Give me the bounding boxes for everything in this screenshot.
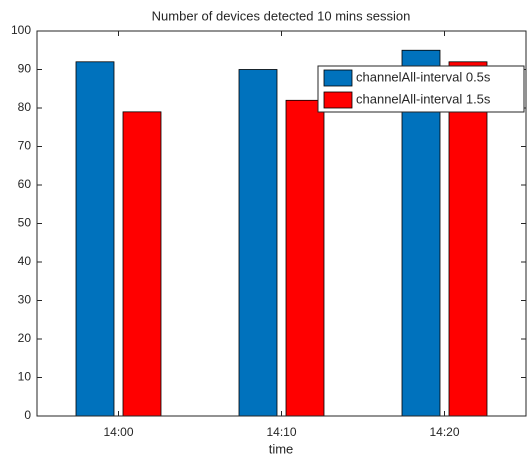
x-tick-label: 14:10 bbox=[266, 425, 296, 439]
legend-swatch bbox=[323, 69, 353, 87]
x-tick-label: 14:20 bbox=[429, 425, 459, 439]
y-tick-label: 100 bbox=[11, 23, 31, 37]
legend: channelAll-interval 0.5s channelAll-inter… bbox=[317, 65, 525, 113]
y-tick-label: 60 bbox=[18, 177, 32, 191]
y-tick-label: 30 bbox=[18, 293, 32, 307]
y-tick-label: 50 bbox=[18, 216, 32, 230]
x-axis-label: time bbox=[269, 441, 294, 456]
y-tick-label: 20 bbox=[18, 331, 32, 345]
chart-title: Number of devices detected 10 mins sessi… bbox=[152, 8, 411, 23]
bar bbox=[448, 61, 488, 417]
y-tick-label: 0 bbox=[24, 408, 31, 422]
y-tick-label: 80 bbox=[18, 100, 32, 114]
y-tick-label: 40 bbox=[18, 254, 32, 268]
legend-swatch bbox=[323, 91, 353, 109]
bar bbox=[75, 61, 115, 417]
bar bbox=[285, 99, 325, 417]
legend-label: channelAll-interval 0.5s bbox=[356, 69, 491, 84]
bar bbox=[238, 69, 278, 417]
x-tick-label: 14:00 bbox=[103, 425, 133, 439]
y-tick-label: 70 bbox=[18, 139, 32, 153]
y-tick-label: 90 bbox=[18, 62, 32, 76]
bar bbox=[122, 111, 162, 417]
y-tick-label: 10 bbox=[18, 370, 32, 384]
legend-label: channelAll-interval 1.5s bbox=[356, 91, 491, 106]
axes-box bbox=[36, 30, 527, 417]
